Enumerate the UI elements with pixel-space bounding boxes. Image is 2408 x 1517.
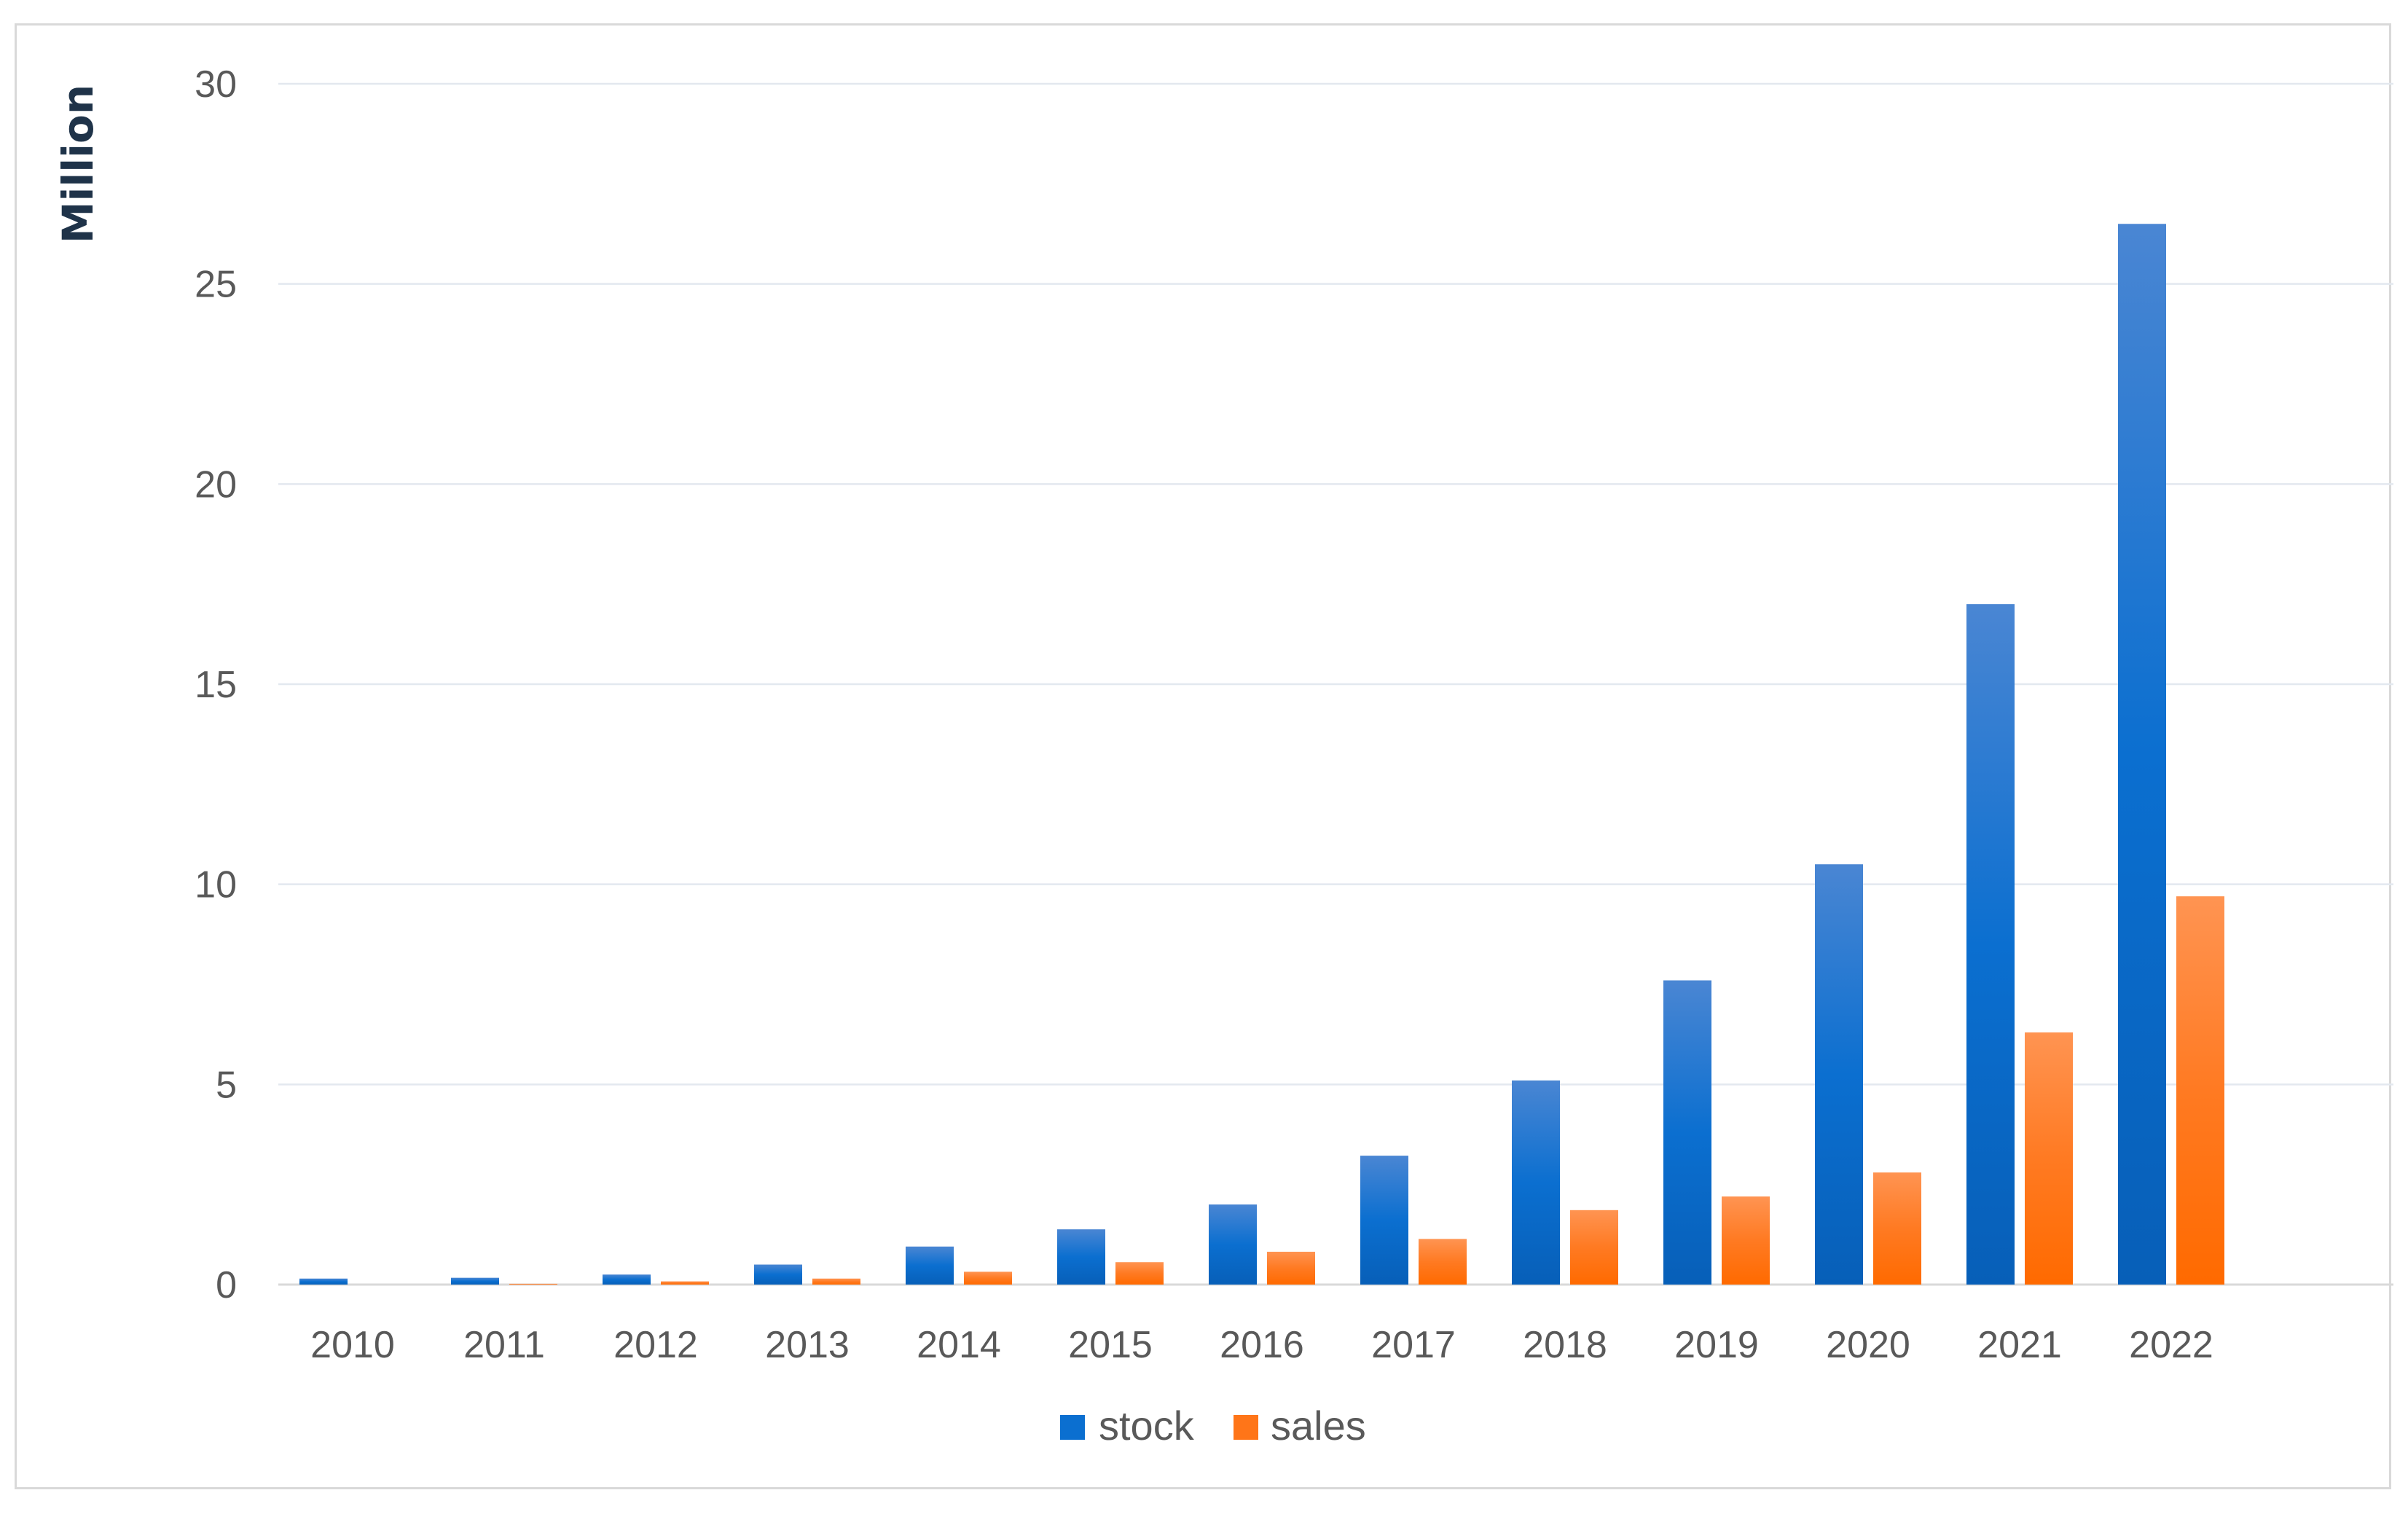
bar-sales-2022	[2176, 896, 2224, 1285]
x-tick-label: 2019	[1674, 1324, 1759, 1366]
bar-sales-2019	[1722, 1196, 1770, 1285]
bar-sales-2011	[509, 1283, 557, 1285]
y-axis-label: Million	[53, 85, 103, 243]
bar-stock-2020	[1815, 864, 1863, 1285]
x-tick-label: 2012	[613, 1324, 698, 1366]
bar-sales-2017	[1419, 1239, 1467, 1285]
bar-stock-2016	[1209, 1204, 1257, 1285]
bar-sales-2015	[1115, 1262, 1164, 1285]
legend-label-sales: sales	[1271, 1403, 1366, 1449]
bar-stock-2015	[1057, 1229, 1105, 1285]
x-tick-label: 2015	[1068, 1324, 1153, 1366]
y-tick-label: 5	[216, 1064, 237, 1106]
y-tick-label: 25	[195, 264, 237, 306]
x-axis-ticks: 2010 2011 2012 2013 2014 2015 2016 2017 2018 2019…	[310, 1324, 2213, 1366]
bar-sales-2013	[812, 1278, 860, 1285]
bar-sales-2012	[661, 1281, 709, 1285]
y-tick-label: 20	[195, 463, 237, 506]
bar-stock-2014	[906, 1246, 954, 1285]
bar-sales-2021	[2025, 1032, 2073, 1285]
y-axis-ticks: 0 5 10 15 20 25 30	[195, 63, 237, 1306]
x-tick-label: 2013	[765, 1324, 850, 1366]
x-tick-label: 2010	[310, 1324, 395, 1366]
bar-stock-2019	[1663, 980, 1711, 1285]
x-tick-label: 2018	[1523, 1324, 1607, 1366]
bar-sales-2014	[964, 1271, 1012, 1285]
y-tick-label: 10	[195, 864, 237, 906]
bar-stock-2013	[754, 1264, 802, 1285]
bar-sales-2016	[1267, 1251, 1315, 1285]
legend-label-stock: stock	[1099, 1403, 1195, 1449]
x-tick-label: 2011	[463, 1324, 545, 1366]
legend-swatch-sales	[1234, 1415, 1258, 1440]
x-tick-label: 2017	[1371, 1324, 1456, 1366]
bar-stock-2010	[299, 1278, 348, 1285]
bar-stock-2012	[603, 1274, 651, 1285]
x-tick-label: 2020	[1826, 1324, 1910, 1366]
legend-swatch-stock	[1060, 1415, 1085, 1440]
bar-stock-2017	[1360, 1156, 1408, 1285]
bar-stock-2022	[2118, 224, 2166, 1285]
bar-sales-2020	[1873, 1172, 1921, 1285]
bar-stock-2021	[1966, 604, 2015, 1285]
x-tick-label: 2014	[917, 1324, 1001, 1366]
x-tick-label: 2021	[1977, 1324, 2062, 1366]
x-tick-label: 2022	[2129, 1324, 2213, 1366]
y-tick-label: 30	[195, 63, 237, 106]
bar-stock-2018	[1512, 1080, 1560, 1285]
y-tick-label: 0	[216, 1264, 237, 1306]
bar-stock-2011	[451, 1277, 499, 1285]
bar-sales-2018	[1570, 1210, 1618, 1285]
x-tick-label: 2016	[1220, 1324, 1304, 1366]
gridlines	[278, 82, 2393, 1286]
legend: stock sales	[1060, 1403, 1366, 1449]
bars	[299, 224, 2224, 1285]
y-tick-label: 15	[195, 664, 237, 706]
